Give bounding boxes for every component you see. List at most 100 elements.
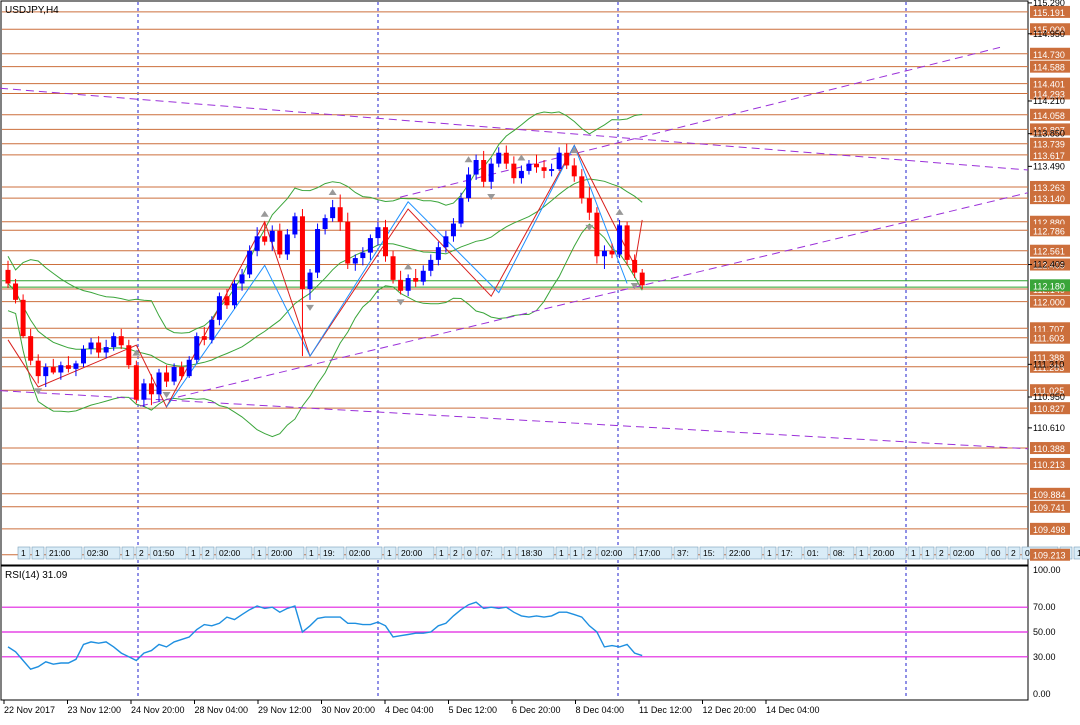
- candle-body-33: [254, 236, 260, 251]
- strip-label-26: 02:00: [601, 548, 623, 558]
- strip-box-0: [17, 546, 31, 560]
- candle-body-68: [518, 170, 524, 179]
- fractal-up-6: [570, 147, 579, 154]
- level-label-bg-9: [1030, 148, 1070, 161]
- trend-line-2: [139, 192, 1029, 407]
- level-label-4: 114.401: [1033, 80, 1065, 90]
- candle-body-21: [164, 372, 170, 382]
- strip-label-42: 2: [1011, 548, 1016, 558]
- level-label-27: 109.741: [1033, 503, 1066, 513]
- candle-body-44: [337, 207, 343, 222]
- candle-body-49: [375, 227, 381, 239]
- candle-body-61: [466, 174, 472, 199]
- candle-body-43: [330, 207, 336, 219]
- level-label-17: 112.000: [1033, 298, 1065, 308]
- level-label-28: 109.498: [1033, 525, 1066, 535]
- rsi-tick-label-2: 50.00: [1033, 627, 1056, 637]
- level-label-bg-2: [1030, 47, 1070, 60]
- strip-label-38: 1: [925, 548, 930, 558]
- candle-body-74: [564, 152, 570, 166]
- candle-body-8: [65, 365, 71, 369]
- strip-box-16: [397, 546, 435, 560]
- chart-title: USDJPY,H4: [5, 5, 59, 16]
- strip-label-33: 01:: [807, 548, 819, 558]
- strip-label-45: 19:: [1077, 548, 1080, 558]
- level-label-0: 115.191: [1033, 8, 1065, 18]
- strip-label-29: 15:: [703, 548, 715, 558]
- candle-body-19: [148, 383, 154, 395]
- strip-box-42: [1007, 546, 1021, 560]
- candles: [5, 143, 645, 407]
- candle-body-23: [179, 367, 185, 377]
- candle-body-14: [111, 336, 117, 348]
- strip-box-39: [935, 546, 949, 560]
- x-tick-label-3: 28 Nov 04:00: [195, 705, 249, 715]
- strip-box-22: [517, 546, 555, 560]
- horizontal-levels: [2, 11, 1028, 556]
- level-label-11: 113.140: [1033, 194, 1065, 204]
- strip-label-41: 00: [991, 548, 1001, 558]
- level-label-13: 112.786: [1033, 226, 1065, 236]
- candle-body-82: [624, 225, 630, 260]
- strip-label-14: 02:00: [349, 548, 371, 558]
- x-tick-label-7: 5 Dec 12:00: [449, 705, 498, 715]
- fractal-up-5: [517, 154, 526, 161]
- strip-label-15: 1: [387, 548, 392, 558]
- level-label-bg-0: [1030, 5, 1070, 18]
- strip-box-31: [763, 546, 777, 560]
- level-label-bg-23: [1030, 402, 1070, 415]
- candle-body-20: [156, 372, 162, 395]
- candle-body-5: [43, 367, 49, 377]
- candle-body-29: [224, 296, 230, 306]
- candle-body-66: [503, 152, 509, 164]
- level-label-5: 114.293: [1033, 89, 1065, 99]
- candle-body-10: [81, 348, 86, 364]
- candle-body-63: [481, 160, 487, 182]
- strip-label-36: 20:00: [873, 548, 895, 558]
- x-tick-label-2: 24 Nov 20:00: [131, 705, 185, 715]
- strip-label-40: 02:00: [953, 548, 975, 558]
- candle-body-48: [367, 238, 373, 253]
- level-label-18: 111.707: [1033, 324, 1064, 334]
- strip-label-4: 1: [125, 548, 130, 558]
- candle-body-12: [96, 342, 102, 353]
- level-label-bg-4: [1030, 77, 1070, 90]
- strip-box-11: [267, 546, 305, 560]
- rsi-tick-label-0: 100.00: [1033, 565, 1061, 575]
- strip-label-22: 18:30: [521, 548, 543, 558]
- x-tick-label-12: 14 Dec 04:00: [766, 705, 820, 715]
- candle-body-0: [5, 269, 11, 284]
- level-label-bg-1: [1030, 23, 1070, 36]
- strip-label-9: 02:00: [219, 548, 241, 558]
- rsi-panel: 100.00 70.00 50.00 30.00 0.00: [2, 565, 1061, 699]
- candle-body-37: [284, 234, 290, 255]
- rsi-tick-label-1: 70.00: [1033, 602, 1056, 612]
- candle-body-17: [133, 365, 139, 400]
- candle-body-62: [473, 160, 479, 175]
- level-label-23: 110.827: [1033, 404, 1065, 414]
- strip-box-23: [555, 546, 569, 560]
- level-label-bg-10: [1030, 180, 1070, 193]
- strip-label-8: 2: [205, 548, 210, 558]
- y-tick-label-3: 113.850: [1033, 129, 1065, 139]
- y-tick-label-8: 110.610: [1033, 423, 1065, 433]
- level-label-19: 111.603: [1033, 334, 1064, 344]
- strip-label-35: 1: [859, 548, 864, 558]
- candle-body-72: [549, 169, 555, 171]
- candle-body-73: [556, 152, 562, 170]
- candle-body-45: [345, 221, 351, 264]
- level-label-bg-24: [1030, 442, 1070, 455]
- y-tick-label-1: 114.950: [1033, 29, 1065, 39]
- candle-body-42: [322, 218, 328, 230]
- strip-box-30: [725, 546, 763, 560]
- strip-box-25: [583, 546, 597, 560]
- candle-body-83: [632, 259, 638, 273]
- strip-label-31: 1: [767, 548, 772, 558]
- level-label-12: 112.880: [1033, 218, 1065, 228]
- strip-label-28: 37:: [677, 548, 689, 558]
- level-label-bg-20: [1030, 351, 1070, 364]
- candle-body-13: [103, 347, 109, 353]
- level-label-26: 109.884: [1033, 490, 1066, 500]
- x-tick-label-0: 22 Nov 2017: [4, 705, 55, 715]
